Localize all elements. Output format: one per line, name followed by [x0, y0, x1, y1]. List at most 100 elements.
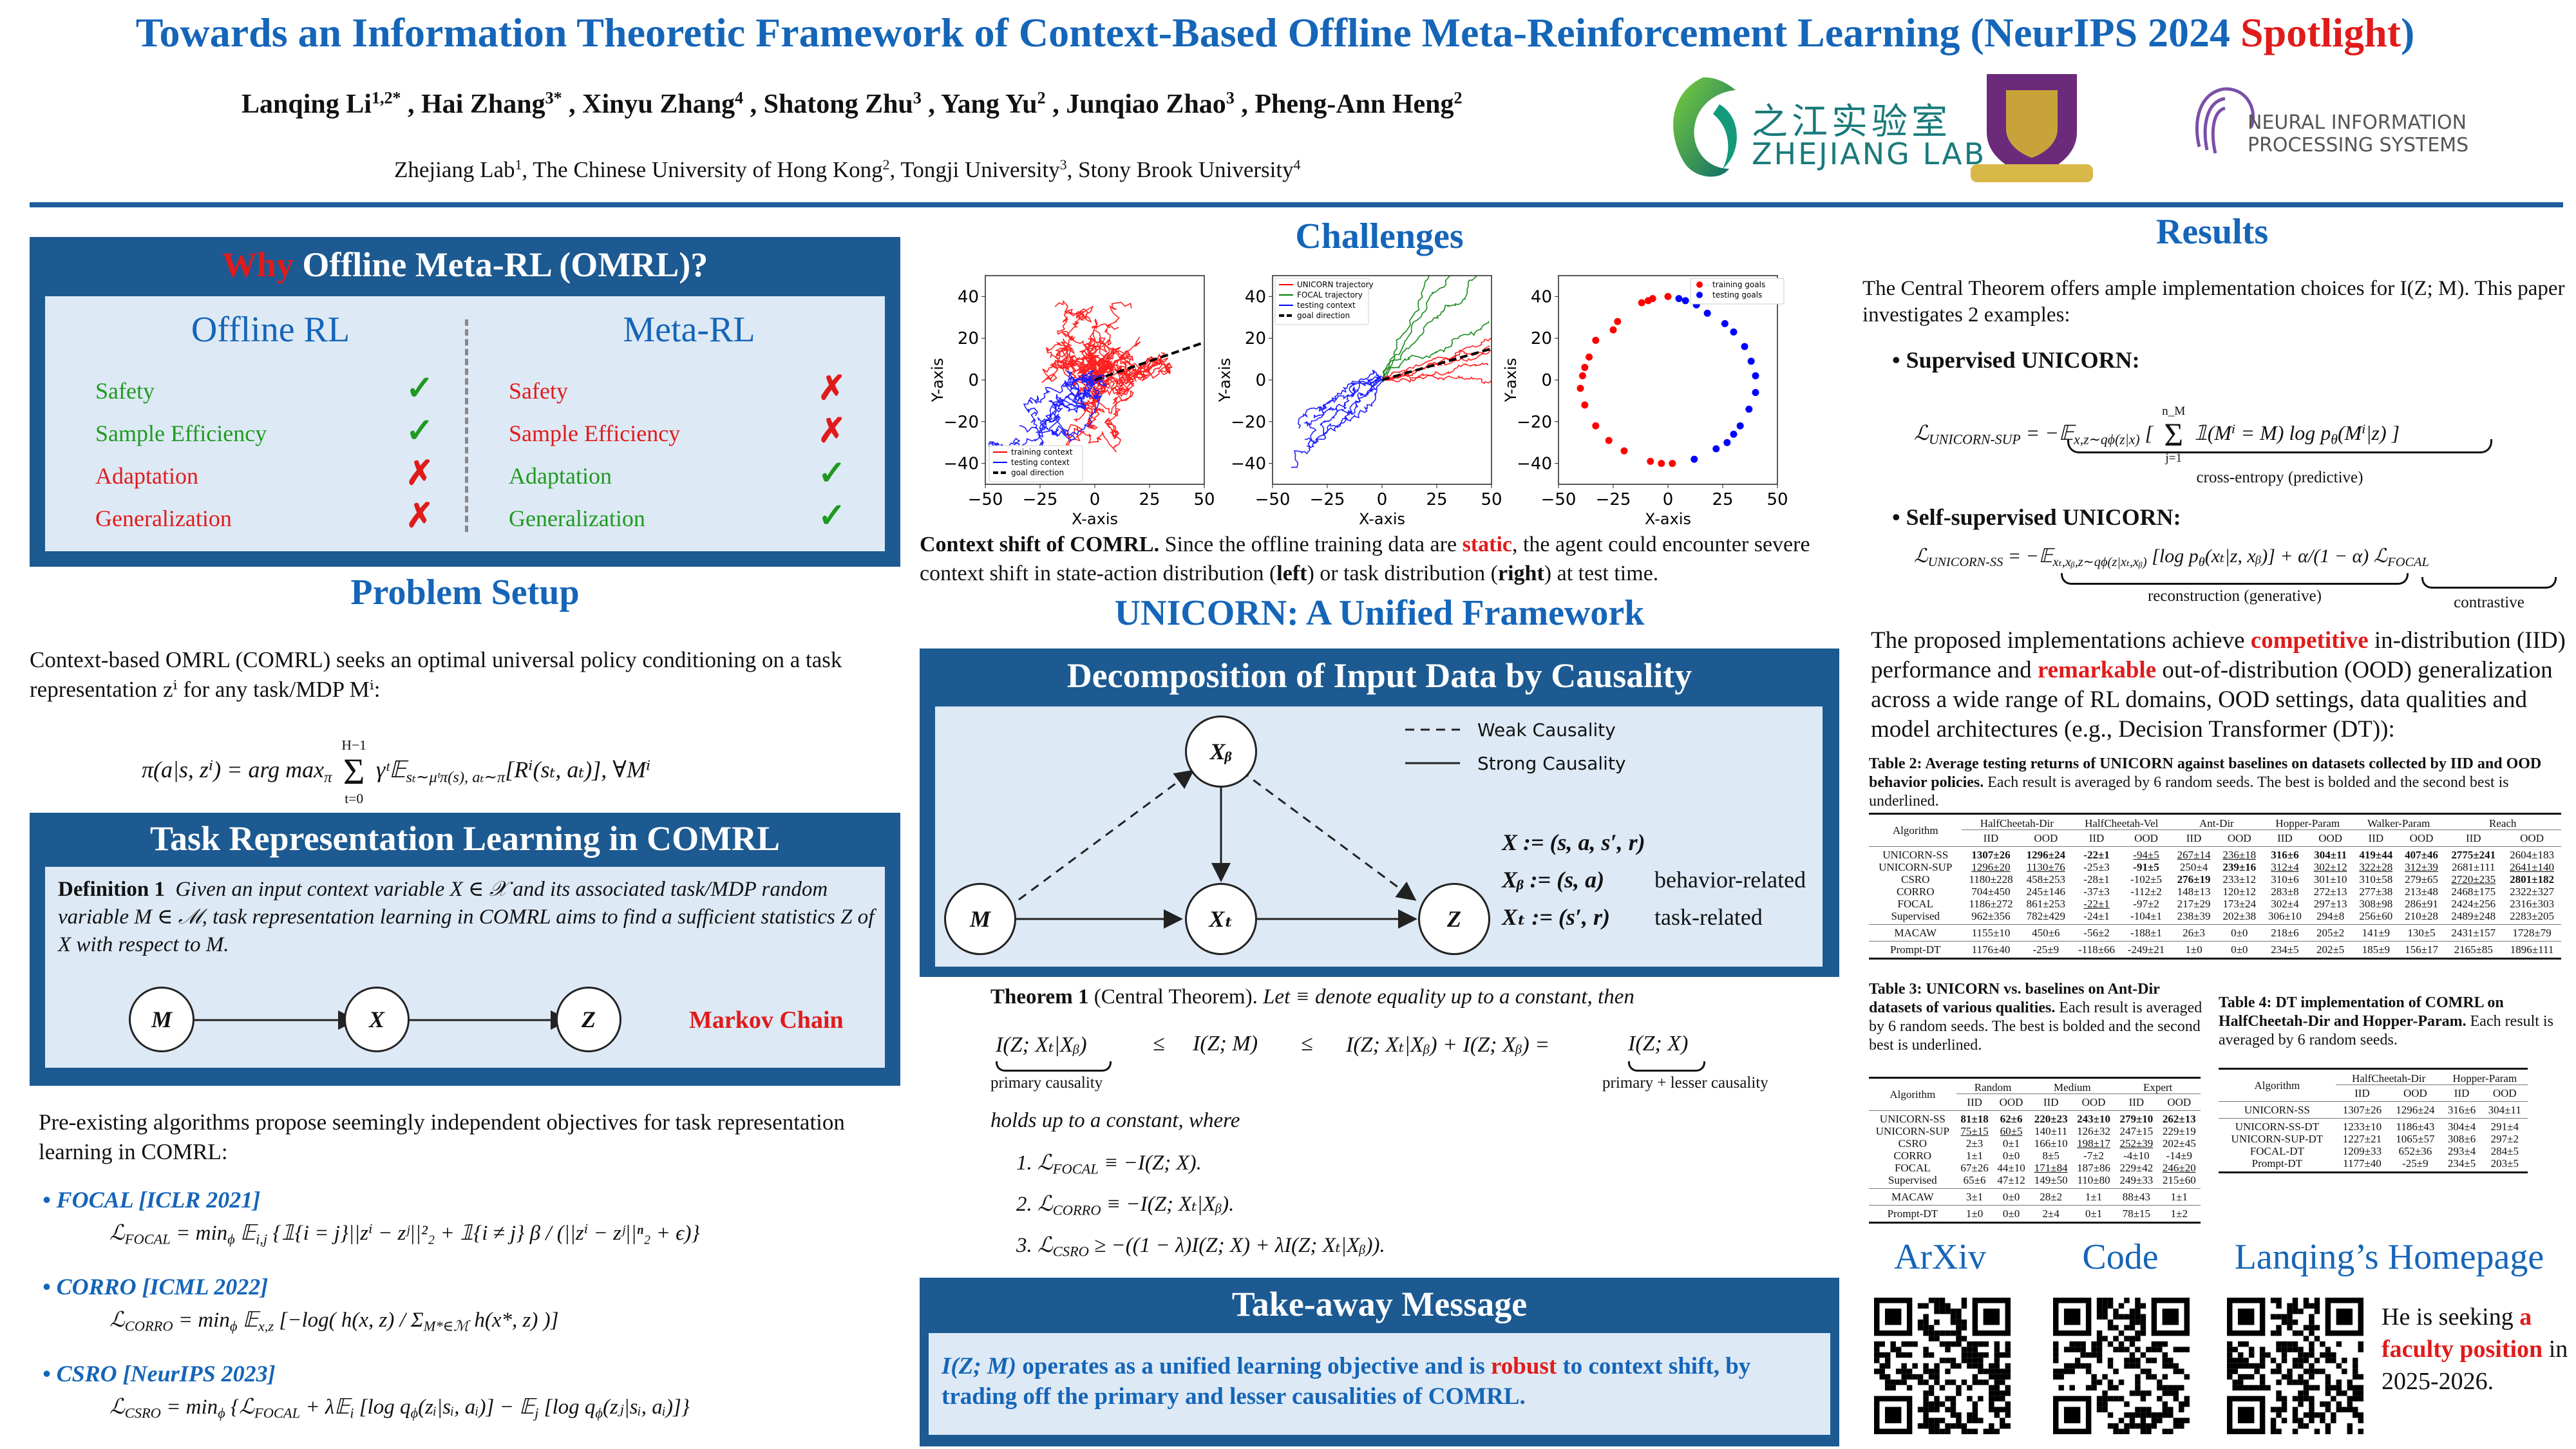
result-cell: 2165±85: [2454, 943, 2493, 956]
result-cell: 149±50: [2034, 1174, 2068, 1186]
qr-module: [2135, 1347, 2141, 1352]
superscript: 4: [735, 88, 744, 108]
qr-module: [2270, 1330, 2277, 1336]
code-qr-code[interactable]: [2053, 1298, 2190, 1437]
result-cell: 1728±79: [2512, 927, 2552, 939]
qr-module: [2085, 1363, 2092, 1369]
result-cell: -37±3: [2083, 886, 2110, 898]
qr-module: [1939, 1428, 1946, 1434]
result-cell: 47±12: [1997, 1174, 2025, 1186]
qr-module: [2309, 1368, 2315, 1374]
qr-module: [2107, 1298, 2114, 1303]
qr-module: [1917, 1423, 1924, 1429]
arxiv-link[interactable]: ArXiv: [1893, 1237, 1987, 1277]
qr-module: [2259, 1385, 2266, 1391]
qr-module: [2336, 1385, 2342, 1391]
why-title-rest: Offline Meta-RL (OMRL)?: [293, 245, 708, 284]
qr-module: [2168, 1406, 2174, 1413]
qr-module: [2292, 1341, 2298, 1347]
formula-token: 𝔼: [237, 1309, 258, 1332]
legend-label: training goals: [1712, 280, 1765, 289]
code-link[interactable]: Code: [2082, 1237, 2159, 1277]
column-divider: [465, 319, 468, 532]
qr-module: [2309, 1401, 2315, 1407]
table-4: Algorithm HalfCheetah-Dir Hopper-Param IID O…: [2219, 1068, 2528, 1173]
meta-rl-heading: Meta-RL: [623, 310, 755, 350]
qr-module: [2243, 1374, 2249, 1380]
qr-module: [1884, 1374, 1891, 1380]
affiliation-list: Zhejiang Lab1, The Chinese University of…: [394, 157, 1300, 183]
qr-module: [2118, 1347, 2125, 1352]
affiliation-name: , Tongji University: [889, 157, 1060, 182]
header-group: Ant-Dir: [2171, 813, 2262, 830]
qr-module: [2005, 1412, 2011, 1418]
result-cell: 297±13: [2313, 898, 2347, 910]
table-4-caption: Table 4: DT implementation of COMRL on H…: [2219, 994, 2563, 1050]
qr-module: [2281, 1358, 2287, 1363]
qr-module: [2237, 1358, 2244, 1363]
subheader-row: IID OOD IID OOD IID OOD: [1869, 1094, 2201, 1111]
algorithm-name: FOCAL: [1897, 898, 1934, 910]
qr-module: [1890, 1347, 1896, 1352]
qr-module: [2118, 1314, 2125, 1320]
why-item-label: Adaptation: [509, 463, 612, 489]
header-group: Walker-Param: [2353, 813, 2445, 830]
qr-module: [1934, 1368, 1940, 1374]
header-group: Hopper-Param: [2441, 1068, 2528, 1085]
qr-module: [1967, 1341, 1973, 1347]
result-cell: 262±13: [2162, 1113, 2196, 1125]
qr-module: [2151, 1417, 2157, 1424]
y-tick-label: −20: [1231, 413, 1266, 432]
qr-module: [2292, 1428, 2298, 1434]
formula-token: (Mⁱ|z) ]: [2337, 421, 2400, 444]
sum-lower: t=0: [345, 790, 364, 806]
qr-module: [2129, 1314, 2136, 1320]
qr-module: [1950, 1396, 1956, 1402]
subheader-row: IID OOD IID OOD: [2219, 1085, 2528, 1102]
goal-point: [1721, 320, 1728, 328]
qr-module: [1901, 1374, 1907, 1380]
homepage-link[interactable]: Lanqing’s Homepage: [2234, 1237, 2544, 1277]
result-cell: 218±6: [2271, 927, 2299, 939]
x-axis-label: X-axis: [1359, 510, 1405, 528]
qr-module: [2129, 1417, 2136, 1424]
focal-trajectory: [1381, 276, 1451, 381]
qr-module: [2080, 1341, 2086, 1347]
qr-module: [2129, 1325, 2136, 1331]
takeaway-part: operates as a unified learning objective…: [1016, 1353, 1492, 1379]
result-cell: 62±6: [2000, 1113, 2023, 1125]
qr-module: [2173, 1396, 2179, 1402]
x-tick-label: −25: [1023, 490, 1058, 509]
zhejiang-lab-emblem-icon: [1673, 77, 1737, 177]
qr-module: [1994, 1385, 2000, 1391]
qr-module: [1928, 1336, 1935, 1341]
algorithm-name: Prompt-DT: [2251, 1157, 2303, 1170]
qr-module: [2168, 1358, 2174, 1363]
result-cell: 1130±76: [2027, 861, 2065, 873]
result-cell: 0±0: [2002, 1208, 2020, 1220]
arxiv-qr-code[interactable]: [1874, 1298, 2011, 1437]
qr-module: [2135, 1319, 2141, 1325]
unicorn-heading: UNICORN: A Unified Framework: [1114, 593, 1645, 633]
qr-module: [2129, 1363, 2136, 1369]
header-row: Algorithm HalfCheetah-Dir HalfCheetah-Vel A…: [1869, 813, 2561, 837]
y-axis-label: Y-axis: [929, 358, 947, 403]
qr-module: [2005, 1352, 2011, 1358]
qr-module: [2151, 1423, 2157, 1429]
result-cell: 2322±327: [2510, 886, 2554, 898]
result-cell: 1307±26: [1971, 849, 2011, 861]
qr-module: [1956, 1330, 1962, 1336]
qr-module: [2124, 1358, 2130, 1363]
qr-module: [2325, 1347, 2331, 1352]
header-group: HalfCheetah-Vel: [2072, 813, 2172, 830]
qr-module: [1950, 1412, 1956, 1418]
homepage-qr-code[interactable]: [2227, 1298, 2363, 1437]
result-cell: 2641±140: [2510, 861, 2554, 873]
qr-finder: [2237, 1406, 2255, 1424]
qr-module: [1917, 1406, 1924, 1413]
qr-module: [2227, 1358, 2233, 1363]
qr-module: [1928, 1406, 1935, 1413]
header-sub: IID: [1983, 832, 1999, 844]
testing-trajectory: [1291, 379, 1384, 468]
result-cell: -25±9: [2402, 1157, 2429, 1170]
